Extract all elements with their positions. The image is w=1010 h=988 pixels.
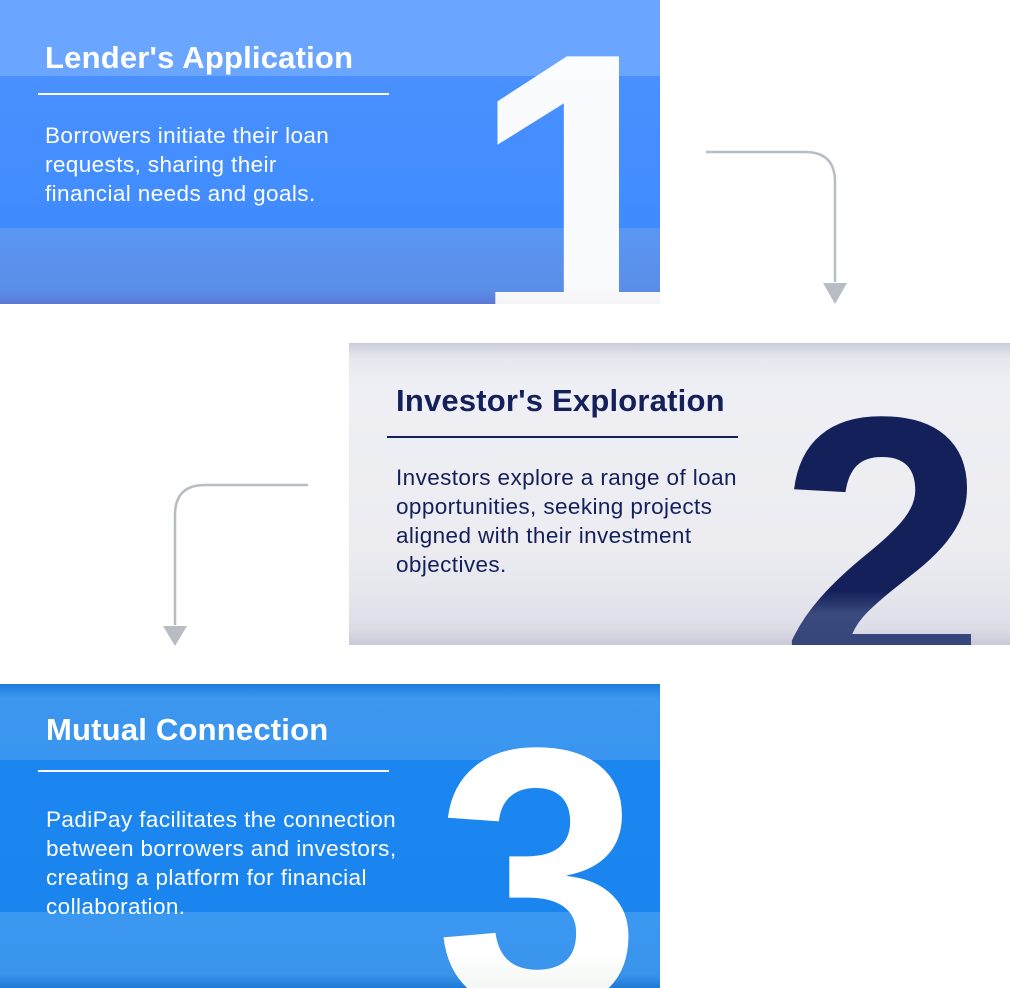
step-card-2: 2 Investor's Exploration Investors explo… [349,343,1010,645]
step-title-1: Lender's Application [45,40,354,75]
connector-arrow-1-to-2 [706,150,847,304]
step-description-1: Borrowers initiate their loan requests, … [45,123,330,206]
arrowhead-down-icon [823,283,847,304]
step-divider-2 [387,436,738,438]
connector-arrow-2-to-3 [163,483,308,646]
step-title-2: Investor's Exploration [396,383,725,418]
step-card-1: 1 Lender's Application Borrowers initiat… [0,0,660,304]
connector-line-1 [706,150,837,282]
step-number-1: 1 [470,0,660,304]
step-divider-3 [38,770,389,772]
step-divider-1 [38,93,389,95]
step-number-2: 2 [779,361,986,645]
arrowhead-down-icon [163,626,187,646]
step-description-3: PadiPay facilitates the connection betwe… [46,807,397,919]
step-description-2: Investors explore a range of loan opport… [396,465,737,577]
step-number-3: 3 [435,692,642,988]
step-card-3: 3 Mutual Connection PadiPay facilitates … [0,684,660,988]
step-title-3: Mutual Connection [46,712,329,747]
connector-line-2 [173,483,308,625]
